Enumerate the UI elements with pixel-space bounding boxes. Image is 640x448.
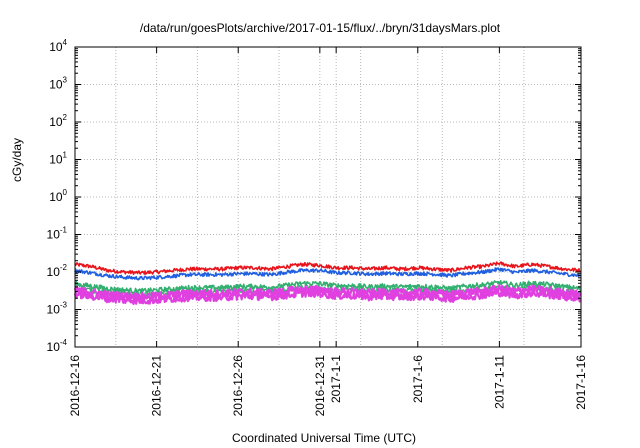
y-tick-exponent: -2 <box>60 263 68 272</box>
x-tick-labels: 2016-12-16 2016-12-21 2016-12-26 2016-12-31… <box>68 355 588 417</box>
y-tick-exponent: 3 <box>63 76 68 85</box>
y-tick-label: 10-1 <box>47 226 68 242</box>
y-tick-base: 10 <box>47 265 61 279</box>
x-tick-label: 2016-12-26 <box>231 355 245 417</box>
y-tick-exponent: -1 <box>60 226 68 235</box>
x-tick-label: 2017-1-6 <box>411 355 425 403</box>
y-tick-label: 10-2 <box>47 263 68 279</box>
y-tick-base: 10 <box>49 40 63 54</box>
series-line <box>73 288 581 306</box>
y-tick-base: 10 <box>49 78 63 92</box>
y-tick-label: 102 <box>49 113 67 129</box>
plot-frame <box>74 46 582 348</box>
x-tick-label: 2016-12-16 <box>68 355 82 417</box>
y-tick-label: 10-3 <box>47 301 68 317</box>
x-axis-label: Coordinated Universal Time (UTC) <box>231 431 417 445</box>
x-tick-label: 2017-1-11 <box>492 355 506 409</box>
y-tick-base: 10 <box>49 115 63 129</box>
y-tick-label: 101 <box>49 151 67 167</box>
y-tick-label: 100 <box>49 188 67 204</box>
y-tick-base: 10 <box>47 340 61 354</box>
x-tick-label: 2017-1-1 <box>329 355 343 403</box>
plot-border <box>74 46 582 348</box>
y-tick-exponent: 4 <box>63 38 68 47</box>
y-tick-base: 10 <box>47 228 61 242</box>
y-tick-base: 10 <box>49 190 63 204</box>
y-tick-label: 10-4 <box>47 338 68 354</box>
chart-title: /data/run/goesPlots/archive/2017-01-15/f… <box>139 21 501 35</box>
series-line <box>74 261 581 276</box>
series-line <box>74 279 581 295</box>
y-tick-label: 103 <box>49 76 67 92</box>
y-tick-label: 104 <box>49 38 67 54</box>
x-tick-label: 2017-1-16 <box>574 355 588 410</box>
y-tick-base: 10 <box>49 153 63 167</box>
x-tick-label: 2016-12-31 <box>313 355 327 417</box>
y-tick-exponent: 1 <box>63 151 68 160</box>
y-tick-exponent: 0 <box>63 188 68 197</box>
y-tick-exponent: 2 <box>63 113 68 122</box>
y-tick-exponent: -4 <box>60 338 68 347</box>
x-tick-label: 2016-12-21 <box>150 355 164 417</box>
y-tick-exponent: -3 <box>60 301 68 310</box>
y-tick-base: 10 <box>47 303 61 317</box>
series-line <box>74 267 581 281</box>
data-series <box>73 261 582 306</box>
